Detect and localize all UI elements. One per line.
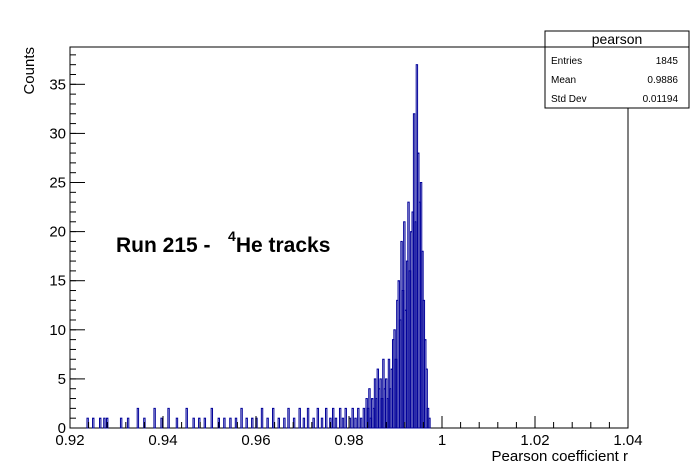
y-tick-label: 10 xyxy=(49,322,66,339)
histogram-bin xyxy=(153,407,156,429)
histogram-bin xyxy=(167,407,170,429)
x-tick-label: 1.04 xyxy=(613,432,642,449)
histogram-bin xyxy=(160,417,163,429)
y-tick-label: 15 xyxy=(49,273,66,290)
histogram-bin xyxy=(223,417,226,429)
y-tick-label: 25 xyxy=(49,175,66,192)
histogram-bin xyxy=(428,417,431,429)
histogram-bin xyxy=(251,417,254,429)
histogram-bin xyxy=(368,388,371,429)
x-axis: 0.92 0.94 0.96 0.98 1 1.02 1.04 xyxy=(55,416,643,449)
x-tick-label: 1.02 xyxy=(520,432,549,449)
stats-entries-label: Entries xyxy=(551,56,582,67)
stats-box-frame xyxy=(544,30,690,109)
y-tick-label: 35 xyxy=(49,76,66,93)
histogram-bin xyxy=(99,417,102,429)
x-tick-label: 0.96 xyxy=(241,432,270,449)
y-tick-label: 5 xyxy=(58,371,66,388)
histogram-bin xyxy=(316,407,320,429)
histogram-bin xyxy=(210,407,214,429)
y-tick-label: 30 xyxy=(49,125,66,142)
stats-mean-label: Mean xyxy=(551,75,576,86)
run-annotation-prefix: Run 215 - xyxy=(116,234,228,257)
histogram-bin xyxy=(126,417,130,429)
histogram-bin xyxy=(362,407,366,429)
y-axis-title: Counts xyxy=(21,47,38,95)
histogram-bin xyxy=(351,407,354,429)
histogram-bin xyxy=(266,417,269,429)
stats-mean-value: 0.9886 xyxy=(647,75,678,86)
histogram-bin xyxy=(277,417,280,429)
run-annotation-superscript: 4 xyxy=(228,228,236,244)
histogram-bin xyxy=(192,417,195,429)
histogram-bin xyxy=(312,417,315,429)
y-axis: 0 5 10 15 20 25 30 35 xyxy=(49,54,85,437)
x-tick-label: 0.98 xyxy=(334,432,363,449)
histogram-bin xyxy=(234,417,238,429)
histogram-bin xyxy=(260,407,264,429)
histogram-bars xyxy=(86,64,431,429)
stats-box: pearson Entries 1845 Mean 0.9886 Std Dev… xyxy=(544,30,690,109)
histogram-bin xyxy=(331,407,335,429)
histogram-bin xyxy=(341,417,345,429)
stats-box-title: pearson xyxy=(592,31,643,47)
histogram-bin xyxy=(338,407,342,429)
x-tick-label: 0.92 xyxy=(55,432,84,449)
histogram-bin xyxy=(320,417,324,429)
histogram-bin xyxy=(425,368,428,429)
histogram-bin xyxy=(92,417,95,429)
histogram-bin xyxy=(354,417,357,429)
histogram-bin xyxy=(240,407,243,429)
stats-stddev-value: 0.01194 xyxy=(643,94,679,105)
histogram-bin xyxy=(334,417,338,429)
histogram-bin xyxy=(287,407,290,429)
histogram-bin xyxy=(136,407,140,429)
stats-entries-value: 1845 xyxy=(656,56,679,67)
histogram-bin xyxy=(229,417,232,429)
histogram-bin xyxy=(283,417,286,429)
histogram-bin xyxy=(359,417,363,429)
x-axis-title: Pearson coefficient r xyxy=(492,448,628,465)
y-tick-label: 0 xyxy=(58,420,66,437)
x-tick-label: 0.94 xyxy=(148,432,177,449)
histogram-bin xyxy=(185,407,188,429)
histogram-bin xyxy=(357,407,360,429)
histogram-bin xyxy=(272,407,275,429)
histogram-bin xyxy=(325,407,328,429)
run-annotation: Run 215 - 4He tracks xyxy=(116,228,330,257)
x-tick-label: 1 xyxy=(438,432,446,449)
histogram-bin xyxy=(203,417,207,429)
run-annotation-suffix: He tracks xyxy=(236,234,331,257)
histogram-bin xyxy=(302,417,306,429)
histogram-bin xyxy=(103,417,106,429)
histogram-bin xyxy=(344,407,347,429)
histogram-bin xyxy=(306,407,310,429)
y-tick-label: 20 xyxy=(49,224,66,241)
stats-stddev-label: Std Dev xyxy=(551,94,587,105)
histogram-bin xyxy=(298,407,301,429)
histogram-bin xyxy=(175,417,179,429)
histogram-bin xyxy=(119,417,123,429)
histogram-bin xyxy=(245,417,248,429)
